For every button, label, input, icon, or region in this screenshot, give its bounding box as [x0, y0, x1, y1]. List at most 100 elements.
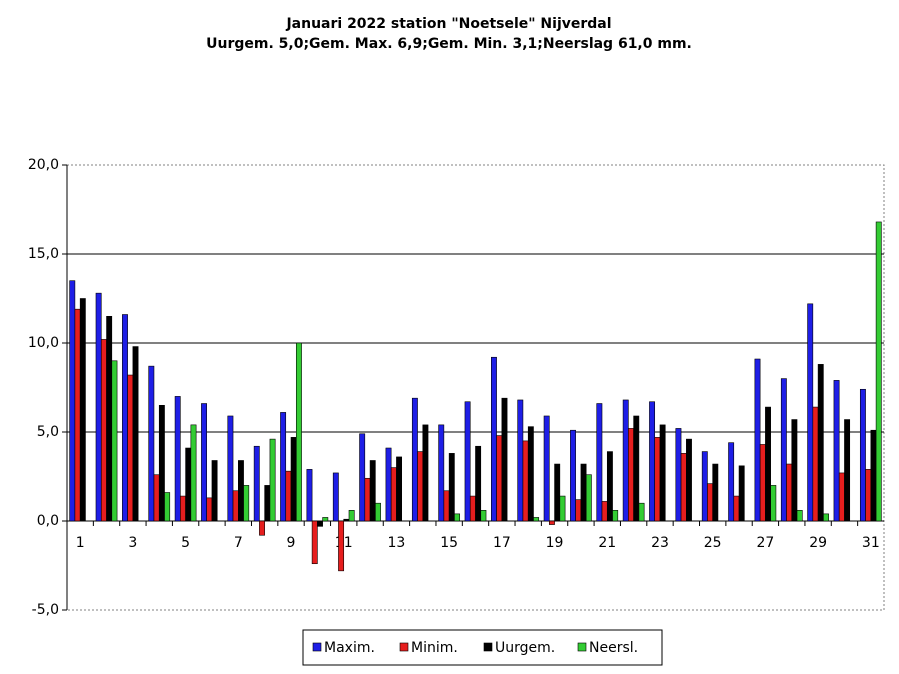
bar [269, 438, 276, 522]
bar [759, 444, 766, 522]
legend-label: Maxim. [324, 640, 375, 656]
legend-label: Uurgem. [495, 640, 555, 656]
bar [680, 453, 687, 522]
bar [601, 501, 608, 522]
x-tick-label: 27 [756, 535, 774, 551]
chart-title: Januari 2022 station "Noetsele" Nijverda… [285, 16, 611, 32]
x-tick-label: 23 [651, 535, 669, 551]
bar [417, 451, 424, 522]
bar [454, 513, 460, 522]
bar [369, 460, 376, 522]
bar [875, 221, 882, 522]
legend-label: Minim. [411, 640, 458, 656]
bar [311, 520, 318, 565]
legend-swatch [483, 642, 493, 652]
bar [686, 438, 692, 522]
bar [859, 388, 866, 522]
bar [422, 424, 429, 522]
bar [475, 445, 482, 522]
bar [464, 401, 471, 522]
bar [174, 396, 181, 522]
bar [227, 415, 234, 522]
bar [649, 401, 656, 522]
bar [807, 303, 814, 522]
bar [844, 419, 851, 522]
bar [106, 315, 113, 522]
bar [548, 520, 555, 525]
bar [343, 518, 350, 522]
bar [812, 406, 819, 522]
bar [865, 469, 872, 522]
x-tick-label: 29 [809, 535, 827, 551]
bar [338, 520, 345, 572]
x-tick-label: 3 [128, 535, 137, 551]
bar [870, 429, 877, 522]
x-tick-label: 13 [388, 535, 406, 551]
bar [659, 424, 666, 522]
bar [290, 437, 297, 522]
bar [738, 465, 745, 522]
bar [448, 453, 455, 522]
y-tick-label: 15,0 [28, 246, 59, 262]
bar [280, 412, 287, 522]
plot-area [66, 164, 885, 611]
y-tick-label: 20,0 [28, 157, 59, 173]
legend-swatch [312, 642, 322, 652]
bar [770, 485, 777, 522]
bar [501, 397, 508, 522]
bar [375, 502, 381, 522]
x-tick-label: 31 [862, 535, 880, 551]
bar [728, 442, 735, 522]
bar [838, 472, 845, 522]
bar [253, 445, 260, 522]
x-tick-label: 19 [546, 535, 564, 551]
bar [127, 374, 134, 522]
bar [712, 463, 719, 522]
x-tick-label: 17 [493, 535, 511, 551]
bar [612, 510, 619, 522]
bar [411, 397, 418, 522]
bar [606, 451, 613, 522]
legend-label: Neersl. [589, 640, 638, 656]
x-tick-label: 21 [598, 535, 616, 551]
bar [823, 513, 829, 522]
bar [543, 415, 550, 522]
bar [559, 495, 566, 522]
bar [95, 292, 102, 522]
bar [132, 346, 139, 522]
bar [765, 406, 771, 522]
bar [638, 502, 645, 522]
bar [359, 433, 366, 522]
x-tick-label: 9 [287, 535, 296, 551]
bar [533, 517, 540, 522]
bar [654, 437, 661, 522]
bar [469, 495, 476, 522]
bar [780, 378, 787, 522]
bar [285, 470, 292, 522]
bar [122, 314, 128, 522]
y-tick-label: 10,0 [28, 335, 59, 351]
bar [554, 463, 561, 522]
bar [817, 364, 824, 522]
legend-swatch [399, 642, 409, 652]
bar [158, 404, 165, 522]
x-tick-label: 15 [440, 535, 458, 551]
bar [306, 469, 313, 522]
bar [675, 428, 682, 522]
bar [575, 499, 582, 522]
bar [190, 424, 197, 522]
bar [733, 495, 740, 522]
bar [622, 399, 629, 522]
bar [754, 358, 761, 522]
bar [517, 399, 524, 522]
bar [100, 339, 107, 522]
bar [396, 456, 403, 522]
bar [707, 483, 713, 522]
bar [633, 415, 640, 522]
bar [585, 474, 592, 522]
chart-subtitle: Uurgem. 5,0;Gem. Max. 6,9;Gem. Min. 3,1;… [206, 36, 692, 52]
x-tick-label: 7 [234, 535, 243, 551]
bar [211, 460, 218, 522]
bar [148, 365, 155, 522]
